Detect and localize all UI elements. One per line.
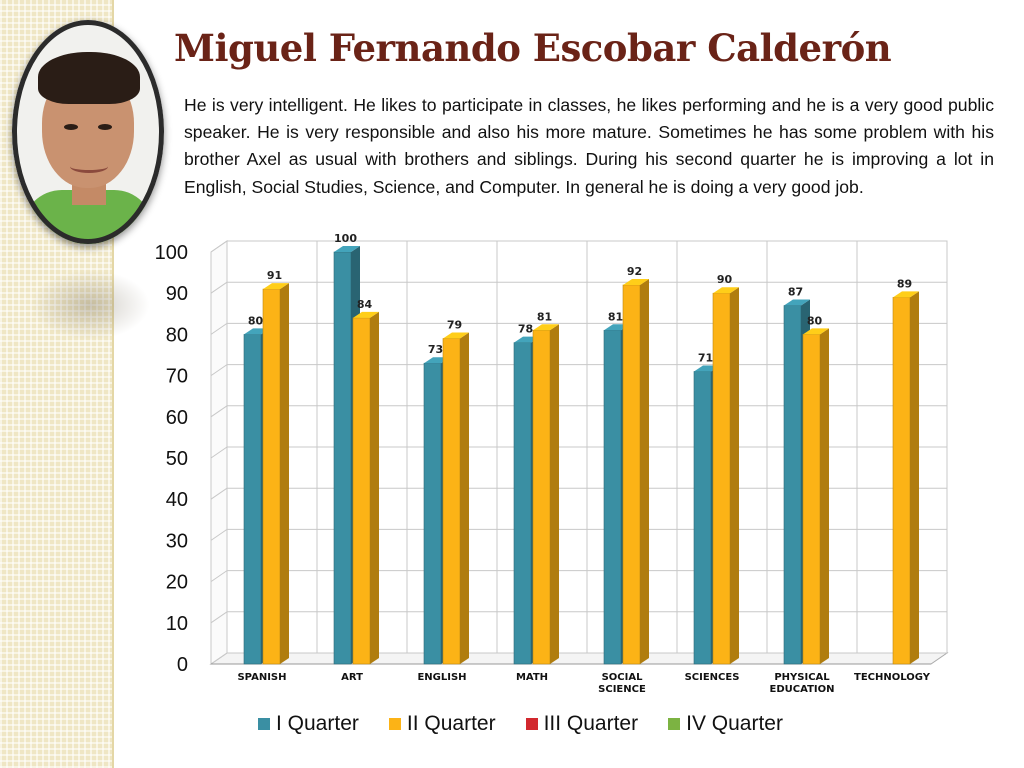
y-tick-label: 10: [166, 613, 188, 635]
bar-top: [533, 324, 559, 331]
y-tick-label: 90: [166, 283, 188, 305]
data-label: 80: [248, 314, 264, 327]
y-tick-label: 70: [166, 366, 188, 388]
y-tick-label: 30: [166, 530, 188, 552]
data-label: 81: [608, 310, 623, 323]
bar-front: [603, 329, 622, 665]
x-tick-label: ART: [341, 672, 363, 683]
bar-front: [532, 329, 551, 665]
x-tick-label: SOCIAL: [602, 672, 644, 683]
y-tick-label: 60: [166, 407, 188, 429]
bar-top: [334, 246, 360, 252]
legend-label: III Quarter: [543, 712, 639, 735]
student-photo: [12, 20, 164, 244]
bar-front: [622, 284, 641, 665]
gridline-diagonal: [210, 405, 228, 418]
data-label: 73: [428, 343, 443, 356]
bar-front: [513, 342, 532, 665]
bar-front: [262, 288, 281, 665]
bar-top: [353, 311, 379, 318]
bar-top: [263, 283, 289, 290]
data-label: 100: [334, 232, 357, 245]
gridline-diagonal: [210, 652, 228, 665]
gridline-diagonal: [210, 364, 228, 377]
data-label: 89: [897, 277, 912, 290]
gridline-diagonal: [210, 611, 228, 624]
x-tick-label: TECHNOLOGY: [854, 672, 931, 683]
x-tick-label: SPANISH: [237, 672, 286, 683]
legend-item: II Quarter: [388, 712, 496, 736]
legend-label: I Quarter: [276, 712, 359, 735]
gridline-diagonal: [210, 528, 228, 541]
gridline-diagonal: [210, 487, 228, 500]
bar-front: [333, 251, 352, 665]
gridline-diagonal: [210, 240, 228, 253]
x-tick-label: PHYSICAL: [774, 672, 830, 683]
gridline-diagonal: [210, 446, 228, 459]
chart-floor: [209, 652, 949, 665]
decorative-shadow: [30, 270, 150, 340]
legend-item: III Quarter: [525, 712, 639, 736]
bar-front: [423, 362, 442, 665]
bar-top: [803, 328, 829, 335]
bar-top: [784, 299, 810, 306]
bar-front: [892, 297, 911, 665]
bar-front: [712, 292, 731, 665]
data-label: 90: [717, 273, 733, 286]
legend-item: I Quarter: [258, 712, 359, 736]
bar-side: [640, 278, 649, 664]
gridline-diagonal: [210, 281, 228, 294]
chart-legend: I Quarter II Quarter III Quarter IV Quarter: [258, 710, 783, 738]
data-label: 91: [267, 269, 282, 282]
data-label: 92: [627, 265, 642, 278]
y-tick-label: 100: [155, 242, 188, 264]
legend-item: IV Quarter: [668, 712, 783, 736]
bar-side: [370, 311, 379, 664]
bar-front: [352, 317, 371, 665]
bar-front: [442, 338, 461, 665]
bar-front: [783, 305, 802, 665]
x-tick-label: ENGLISH: [417, 672, 466, 683]
legend-swatch: [525, 718, 538, 730]
student-description: He is very intelligent. He likes to part…: [184, 95, 994, 197]
bar-top: [713, 287, 739, 294]
y-tick-label: 0: [177, 654, 188, 676]
bar-front: [693, 371, 712, 665]
gridline-diagonal: [210, 570, 228, 583]
gridline-diagonal: [210, 322, 228, 335]
y-tick-label: 20: [166, 572, 188, 594]
legend-swatch: [388, 718, 401, 730]
data-label: 84: [357, 298, 373, 311]
legend-label: II Quarter: [406, 712, 496, 735]
bar-side: [820, 328, 829, 664]
page-title: Miguel Fernando Escobar Calderón: [174, 26, 892, 70]
data-label: 87: [788, 286, 803, 299]
bar-side: [280, 283, 289, 664]
legend-swatch: [668, 718, 681, 730]
data-label: 80: [807, 314, 823, 327]
data-label: 78: [518, 323, 533, 336]
bar-side: [910, 291, 919, 664]
x-tick-label: MATH: [516, 672, 548, 683]
legend-label: IV Quarter: [686, 712, 783, 735]
x-tick-label: EDUCATION: [770, 684, 835, 695]
data-label: 71: [698, 351, 713, 364]
bar-top: [443, 332, 469, 339]
data-label: 79: [447, 319, 462, 332]
bar-front: [243, 334, 262, 665]
y-tick-label: 40: [166, 489, 188, 511]
y-tick-label: 50: [166, 448, 188, 470]
bar-side: [730, 287, 739, 664]
x-tick-label: SCIENCE: [598, 684, 646, 695]
x-tick-label: SCIENCES: [685, 672, 740, 683]
bar-side: [550, 324, 559, 664]
bar-front: [802, 334, 821, 665]
y-tick-label: 80: [166, 324, 188, 346]
legend-swatch: [258, 718, 270, 730]
bar-side: [460, 332, 469, 664]
bar-top: [623, 278, 649, 285]
bar-top: [893, 291, 919, 298]
data-label: 81: [537, 310, 552, 323]
